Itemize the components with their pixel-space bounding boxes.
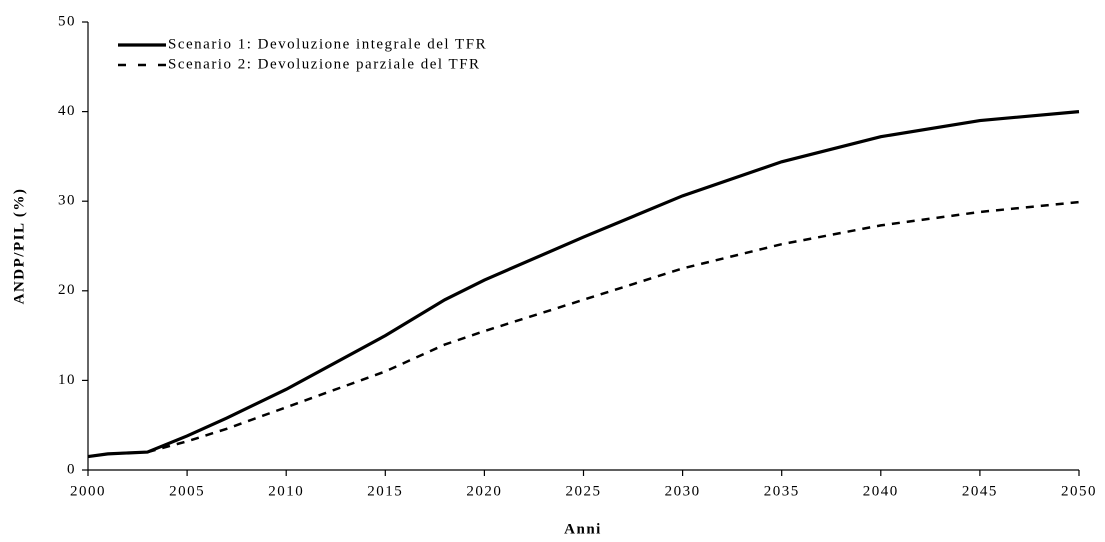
- y-tick-label: 50: [58, 13, 76, 29]
- y-tick-label: 0: [67, 461, 76, 477]
- y-tick-label: 30: [58, 193, 76, 209]
- legend-label: Scenario 2: Devoluzione parziale del TFR: [168, 56, 481, 72]
- x-tick-label: 2000: [70, 483, 106, 499]
- x-tick-label: 2005: [169, 483, 205, 499]
- x-tick-label: 2050: [1061, 483, 1097, 499]
- series-line: [87, 110, 1080, 459]
- x-axis-label: Anni: [564, 521, 602, 537]
- y-tick-label: 40: [58, 103, 76, 119]
- legend-label: Scenario 1: Devoluzione integrale del TF…: [168, 36, 487, 52]
- x-tick-label: 2020: [466, 483, 502, 499]
- x-tick-label: 2010: [268, 483, 304, 499]
- x-tick-label: 2045: [962, 483, 998, 499]
- x-tick-label: 2040: [863, 483, 899, 499]
- x-tick-label: 2030: [665, 483, 701, 499]
- x-tick-label: 2025: [566, 483, 602, 499]
- y-tick-label: 10: [58, 372, 76, 388]
- x-tick-label: 2035: [764, 483, 800, 499]
- y-tick-label: 20: [58, 282, 76, 298]
- series-line: [87, 200, 1080, 458]
- y-axis-label: ANDP/PIL (%): [11, 188, 27, 305]
- x-tick-label: 2015: [367, 483, 403, 499]
